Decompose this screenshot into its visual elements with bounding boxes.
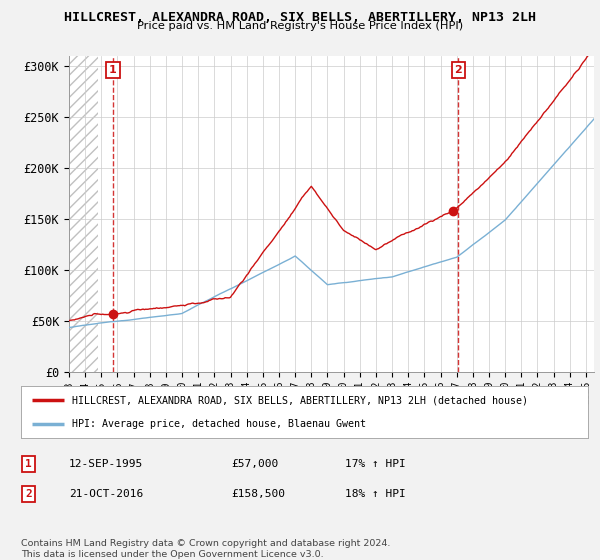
Text: Price paid vs. HM Land Registry's House Price Index (HPI): Price paid vs. HM Land Registry's House … xyxy=(137,21,463,31)
Text: Contains HM Land Registry data © Crown copyright and database right 2024.
This d: Contains HM Land Registry data © Crown c… xyxy=(21,539,391,559)
Text: £57,000: £57,000 xyxy=(231,459,278,469)
Text: 18% ↑ HPI: 18% ↑ HPI xyxy=(345,489,406,499)
Text: 1: 1 xyxy=(25,459,32,469)
Text: 17% ↑ HPI: 17% ↑ HPI xyxy=(345,459,406,469)
Text: 1: 1 xyxy=(109,65,117,75)
Bar xyxy=(69,56,98,372)
Text: 2: 2 xyxy=(454,65,462,75)
Text: HPI: Average price, detached house, Blaenau Gwent: HPI: Average price, detached house, Blae… xyxy=(72,419,366,429)
Bar xyxy=(69,56,98,372)
Text: HILLCREST, ALEXANDRA ROAD, SIX BELLS, ABERTILLERY, NP13 2LH: HILLCREST, ALEXANDRA ROAD, SIX BELLS, AB… xyxy=(64,11,536,24)
Text: 2: 2 xyxy=(25,489,32,499)
Text: 12-SEP-1995: 12-SEP-1995 xyxy=(69,459,143,469)
Text: HILLCREST, ALEXANDRA ROAD, SIX BELLS, ABERTILLERY, NP13 2LH (detached house): HILLCREST, ALEXANDRA ROAD, SIX BELLS, AB… xyxy=(72,395,528,405)
Text: 21-OCT-2016: 21-OCT-2016 xyxy=(69,489,143,499)
Text: £158,500: £158,500 xyxy=(231,489,285,499)
